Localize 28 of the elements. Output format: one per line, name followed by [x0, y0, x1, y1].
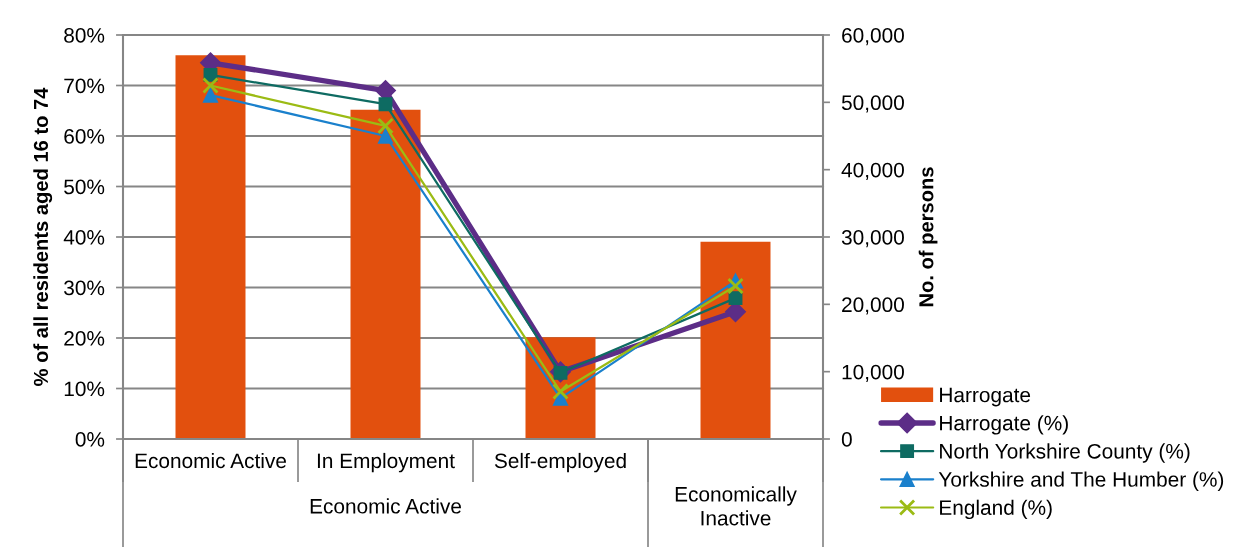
y2-tick-label: 10,000	[842, 364, 904, 382]
legend-label: Yorkshire and The Humber (%)	[938, 471, 1224, 491]
y-tick-label: 20%	[64, 331, 105, 346]
y2-axis-title: No. of persons	[918, 167, 938, 307]
y-tick-label: 80%	[64, 28, 105, 43]
y2-tick-label: 20,000	[842, 297, 904, 315]
y2-tick-label: 0	[841, 432, 852, 447]
y2-tick-label: 40,000	[841, 162, 904, 180]
y-tick-label: 10%	[64, 381, 105, 397]
y2-tick-label: 50,000	[841, 95, 904, 113]
y2-tick-label: 60,000	[842, 28, 904, 46]
legend-label: North Yorkshire County (%)	[940, 443, 1190, 463]
x-tick-label: Self-employed	[494, 452, 626, 473]
text: Economically Inactive	[675, 486, 797, 526]
y-tick-label: 30%	[64, 280, 105, 296]
y-axis-title: % of all residents aged 16 to 74	[33, 87, 53, 386]
y-tick-label: 0%	[75, 432, 105, 447]
y-tick-label: 50%	[64, 179, 105, 195]
text: Economic Active	[310, 498, 461, 514]
y-tick-label: 60%	[64, 129, 105, 144]
legend-label: Harrogate	[940, 387, 1031, 407]
y-tick-label: 70%	[64, 78, 105, 94]
legend-label: England (%)	[940, 499, 1052, 520]
y-tick-label: 40%	[63, 230, 105, 245]
legend-label: Harrogate (%)	[940, 415, 1068, 435]
x-tick-label: Economic Active	[135, 452, 286, 469]
x-tick-label: In Employment	[317, 452, 455, 473]
y2-tick-label: 30,000	[841, 230, 904, 248]
